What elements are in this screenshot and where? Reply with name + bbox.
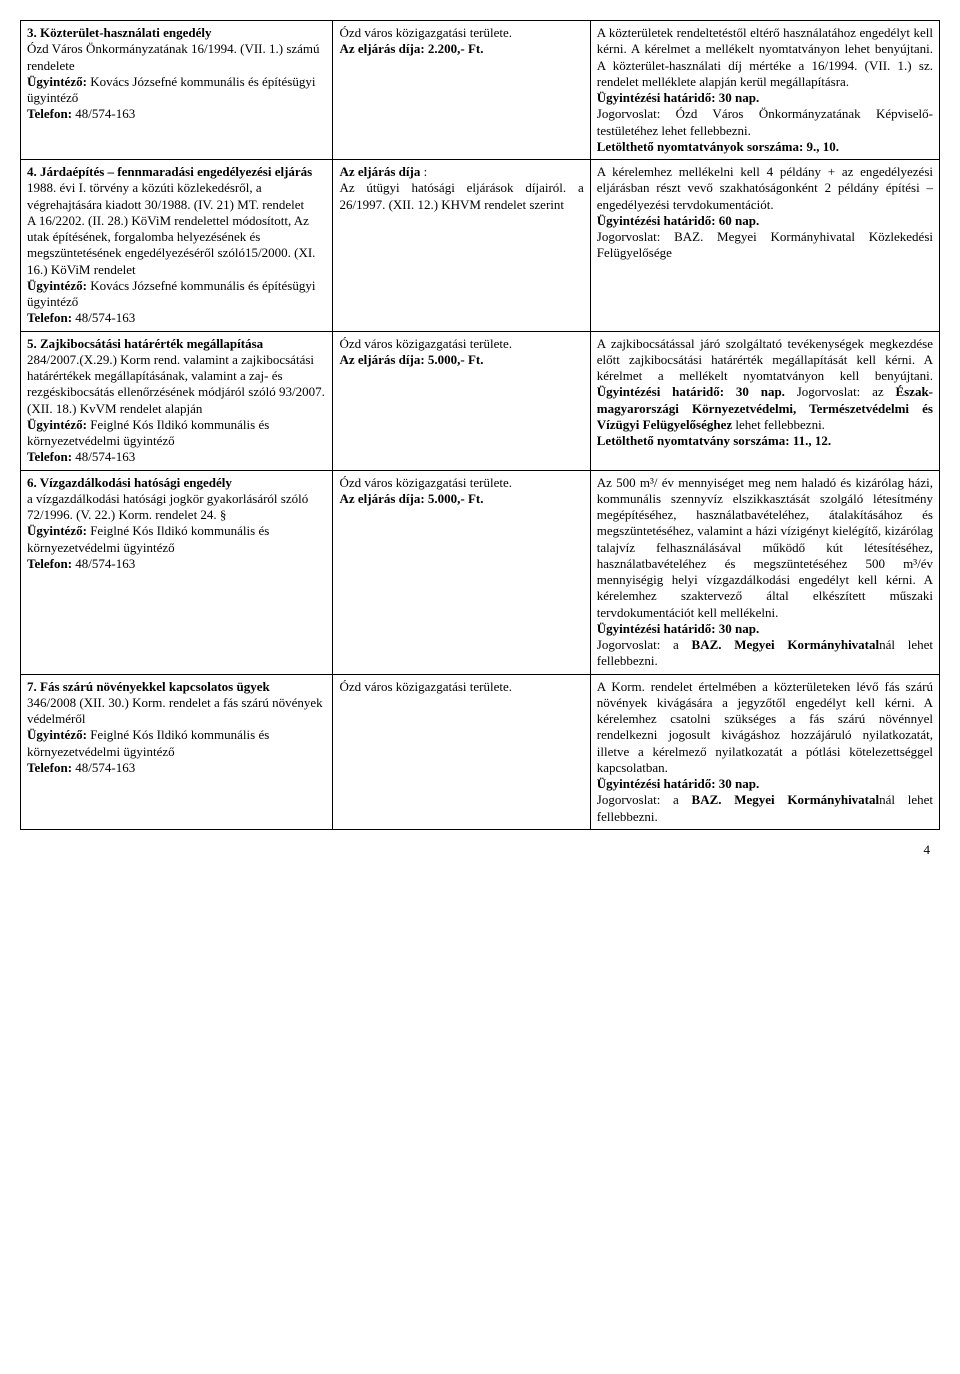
text-line: 4. Járdaépítés – fennmaradási engedélyez…	[27, 164, 326, 180]
text-line: Ügyintéző: Kovács Józsefné kommunális és…	[27, 278, 326, 311]
cell-procedure: 5. Zajkibocsátási határérték megállapítá…	[21, 331, 333, 470]
text-line: Ózd Város Önkormányzatának 16/1994. (VII…	[27, 41, 326, 74]
text-line: Ózd város közigazgatási területe.	[339, 25, 583, 41]
cell-procedure: 7. Fás szárú növényekkel kapcsolatos ügy…	[21, 674, 333, 829]
text-line: Ügyintézési határidő: 30 nap.	[597, 776, 933, 792]
text-line: A zajkibocsátással járó szolgáltató tevé…	[597, 336, 933, 434]
table-row: 7. Fás szárú növényekkel kapcsolatos ügy…	[21, 674, 940, 829]
cell-fee: Ózd város közigazgatási területe.	[333, 674, 590, 829]
text-line: 7. Fás szárú növényekkel kapcsolatos ügy…	[27, 679, 326, 695]
text-line: Jogorvoslat: a BAZ. Megyei Kormányhivata…	[597, 637, 933, 670]
text-line: A közterületek rendeltetéstől eltérő has…	[597, 25, 933, 90]
text-line: Ózd város közigazgatási területe.	[339, 336, 583, 352]
text-line: Letölthető nyomtatványok sorszáma: 9., 1…	[597, 139, 933, 155]
table-row: 6. Vízgazdálkodási hatósági engedélya ví…	[21, 470, 940, 674]
text-line: Ügyintéző: Feiglné Kós Ildikó kommunális…	[27, 523, 326, 556]
text-line: Telefon: 48/574-163	[27, 449, 326, 465]
cell-notes: A közterületek rendeltetéstől eltérő has…	[590, 21, 939, 160]
text-line: 3. Közterület-használati engedély	[27, 25, 326, 41]
text-line: 284/2007.(X.29.) Korm rend. valamint a z…	[27, 352, 326, 417]
cell-procedure: 6. Vízgazdálkodási hatósági engedélya ví…	[21, 470, 333, 674]
text-line: Ügyintéző: Feiglné Kós Ildikó kommunális…	[27, 727, 326, 760]
table-row: 4. Járdaépítés – fennmaradási engedélyez…	[21, 160, 940, 332]
text-line: Az eljárás díja: 2.200,- Ft.	[339, 41, 583, 57]
text-line: Az eljárás díja: 5.000,- Ft.	[339, 491, 583, 507]
page-number: 4	[20, 842, 940, 858]
text-line: Ózd város közigazgatási területe.	[339, 679, 583, 695]
procedures-table: 3. Közterület-használati engedélyÓzd Vár…	[20, 20, 940, 830]
text-line: Telefon: 48/574-163	[27, 760, 326, 776]
text-line: Az eljárás díja :	[339, 164, 583, 180]
cell-notes: A kérelemhez mellékelni kell 4 példány +…	[590, 160, 939, 332]
text-line: Jogorvoslat: BAZ. Megyei Kormányhivatal …	[597, 229, 933, 262]
text-line: Ügyintéző: Kovács Józsefné kommunális és…	[27, 74, 326, 107]
text-line: Az eljárás díja: 5.000,- Ft.	[339, 352, 583, 368]
cell-notes: A Korm. rendelet értelmében a közterület…	[590, 674, 939, 829]
cell-fee: Ózd város közigazgatási területe.Az eljá…	[333, 331, 590, 470]
text-line: 6. Vízgazdálkodási hatósági engedély	[27, 475, 326, 491]
text-line: 346/2008 (XII. 30.) Korm. rendelet a fás…	[27, 695, 326, 728]
text-line: Az útügyi hatósági eljárások díjairól. a…	[339, 180, 583, 213]
table-row: 3. Közterület-használati engedélyÓzd Vár…	[21, 21, 940, 160]
text-line: Telefon: 48/574-163	[27, 556, 326, 572]
text-line: Ügyintéző: Feiglné Kós Ildikó kommunális…	[27, 417, 326, 450]
text-line: Telefon: 48/574-163	[27, 106, 326, 122]
cell-fee: Ózd város közigazgatási területe.Az eljá…	[333, 21, 590, 160]
text-line: A 16/2202. (II. 28.) KöViM rendelettel m…	[27, 213, 326, 278]
text-line: 5. Zajkibocsátási határérték megállapítá…	[27, 336, 326, 352]
cell-fee: Ózd város közigazgatási területe.Az eljá…	[333, 470, 590, 674]
text-line: Telefon: 48/574-163	[27, 310, 326, 326]
cell-procedure: 3. Közterület-használati engedélyÓzd Vár…	[21, 21, 333, 160]
cell-procedure: 4. Járdaépítés – fennmaradási engedélyez…	[21, 160, 333, 332]
cell-notes: Az 500 m³/ év mennyiséget meg nem haladó…	[590, 470, 939, 674]
text-line: Ügyintézési határidő: 30 nap.	[597, 90, 933, 106]
text-line: A kérelemhez mellékelni kell 4 példány +…	[597, 164, 933, 213]
text-line: Jogorvoslat: a BAZ. Megyei Kormányhivata…	[597, 792, 933, 825]
text-line: Ügyintézési határidő: 60 nap.	[597, 213, 933, 229]
text-line: Jogorvoslat: Ózd Város Önkormányzatának …	[597, 106, 933, 139]
text-line: 1988. évi I. törvény a közúti közlekedés…	[27, 180, 326, 213]
text-line: a vízgazdálkodási hatósági jogkör gyakor…	[27, 491, 326, 524]
text-line: Az 500 m³/ év mennyiséget meg nem haladó…	[597, 475, 933, 621]
cell-notes: A zajkibocsátással járó szolgáltató tevé…	[590, 331, 939, 470]
text-line: Ózd város közigazgatási területe.	[339, 475, 583, 491]
text-line: Ügyintézési határidő: 30 nap.	[597, 621, 933, 637]
table-row: 5. Zajkibocsátási határérték megállapítá…	[21, 331, 940, 470]
text-line: A Korm. rendelet értelmében a közterület…	[597, 679, 933, 777]
text-line: Letölthető nyomtatvány sorszáma: 11., 12…	[597, 433, 933, 449]
cell-fee: Az eljárás díja :Az útügyi hatósági eljá…	[333, 160, 590, 332]
